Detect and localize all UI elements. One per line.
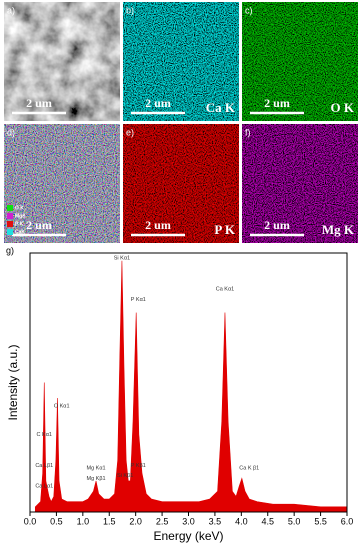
scale-bar-label: 2 um <box>264 218 290 232</box>
scale-bar-label: 2 um <box>145 96 171 110</box>
x-tick-label: 1.0 <box>77 516 90 526</box>
peak-label: Ca Lα1 <box>35 484 53 490</box>
panel-label: f) <box>245 127 251 137</box>
x-tick-label: 2.0 <box>129 516 142 526</box>
legend-swatch <box>7 229 13 235</box>
peak-label: C Kα1 <box>37 432 52 438</box>
scale-bar-label: 2 um <box>26 96 52 110</box>
element-label: Mg K <box>322 222 355 237</box>
x-axis-label: Energy (keV) <box>153 529 223 543</box>
legend-swatch <box>7 221 13 227</box>
scale-bar-label: 2 um <box>145 218 171 232</box>
scale-bar-label: 2 um <box>264 96 290 110</box>
panel-label: b) <box>126 5 134 15</box>
panel-label: d) <box>7 127 15 137</box>
map-image <box>242 124 358 243</box>
panel-label: a) <box>7 5 15 15</box>
x-tick-label: 1.5 <box>103 516 116 526</box>
legend-label: O K <box>15 205 24 211</box>
spectrum <box>34 260 348 513</box>
peak-label: Si Kα1 <box>114 256 130 262</box>
map-image <box>242 2 358 121</box>
legend-label: CaK <box>15 229 25 235</box>
peak-label: P Kβ1 <box>131 463 146 469</box>
element-label: Ca K <box>206 100 236 115</box>
map-image <box>123 124 239 243</box>
x-tick-label: 2.5 <box>156 516 169 526</box>
legend-label: MgK <box>15 213 26 219</box>
peak-label: Ca K β1 <box>239 465 259 471</box>
legend-swatch <box>7 205 13 211</box>
x-tick-label: 4.0 <box>235 516 248 526</box>
plot-frame <box>29 252 348 513</box>
x-tick-label: 5.5 <box>314 516 327 526</box>
y-axis-label: Intensity (a.u.) <box>6 344 20 420</box>
legend-label: P K <box>15 221 24 227</box>
peak-label: Mg Kα1 <box>87 465 106 471</box>
peak-label: Ca Kα1 <box>216 287 234 293</box>
peak-label: P Kα1 <box>131 297 146 303</box>
x-tick-label: 0.5 <box>50 516 63 526</box>
scale-bar-label: 2 um <box>26 218 52 232</box>
x-tick-label: 5.0 <box>288 516 301 526</box>
element-label: P K <box>214 222 235 237</box>
map-image <box>4 2 120 121</box>
peak-label: Si Kβ1 <box>117 473 133 479</box>
x-tick-label: 0.0 <box>24 516 37 526</box>
map-image <box>123 2 239 121</box>
element-label: O K <box>331 100 355 115</box>
x-tick-label: 3.0 <box>182 516 195 526</box>
peak-label: Mg Kβ1 <box>87 476 106 482</box>
panel-label: e) <box>126 127 134 137</box>
x-tick-label: 6.0 <box>341 516 354 526</box>
x-tick-label: 4.5 <box>261 516 274 526</box>
panel-label: g) <box>6 245 14 255</box>
panel-label: c) <box>245 5 253 15</box>
peak-label: O Kα1 <box>54 403 70 409</box>
map-image <box>4 124 120 243</box>
x-tick-label: 3.5 <box>209 516 222 526</box>
peak-label: Ca Lβ1 <box>35 463 53 469</box>
legend-swatch <box>7 213 13 219</box>
